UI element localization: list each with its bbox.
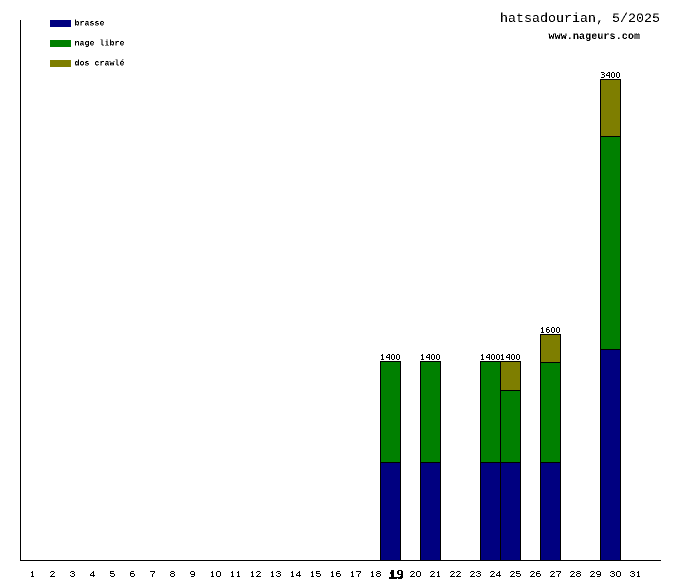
svg-text:brasse: brasse [75, 19, 105, 29]
svg-text:dos crawlé: dos crawlé [75, 59, 125, 69]
svg-text:www.nageurs.com: www.nageurs.com [549, 32, 641, 43]
svg-text:hatsadourian, 5/2025: hatsadourian, 5/2025 [500, 12, 660, 27]
svg-text:nage libre: nage libre [75, 39, 125, 49]
